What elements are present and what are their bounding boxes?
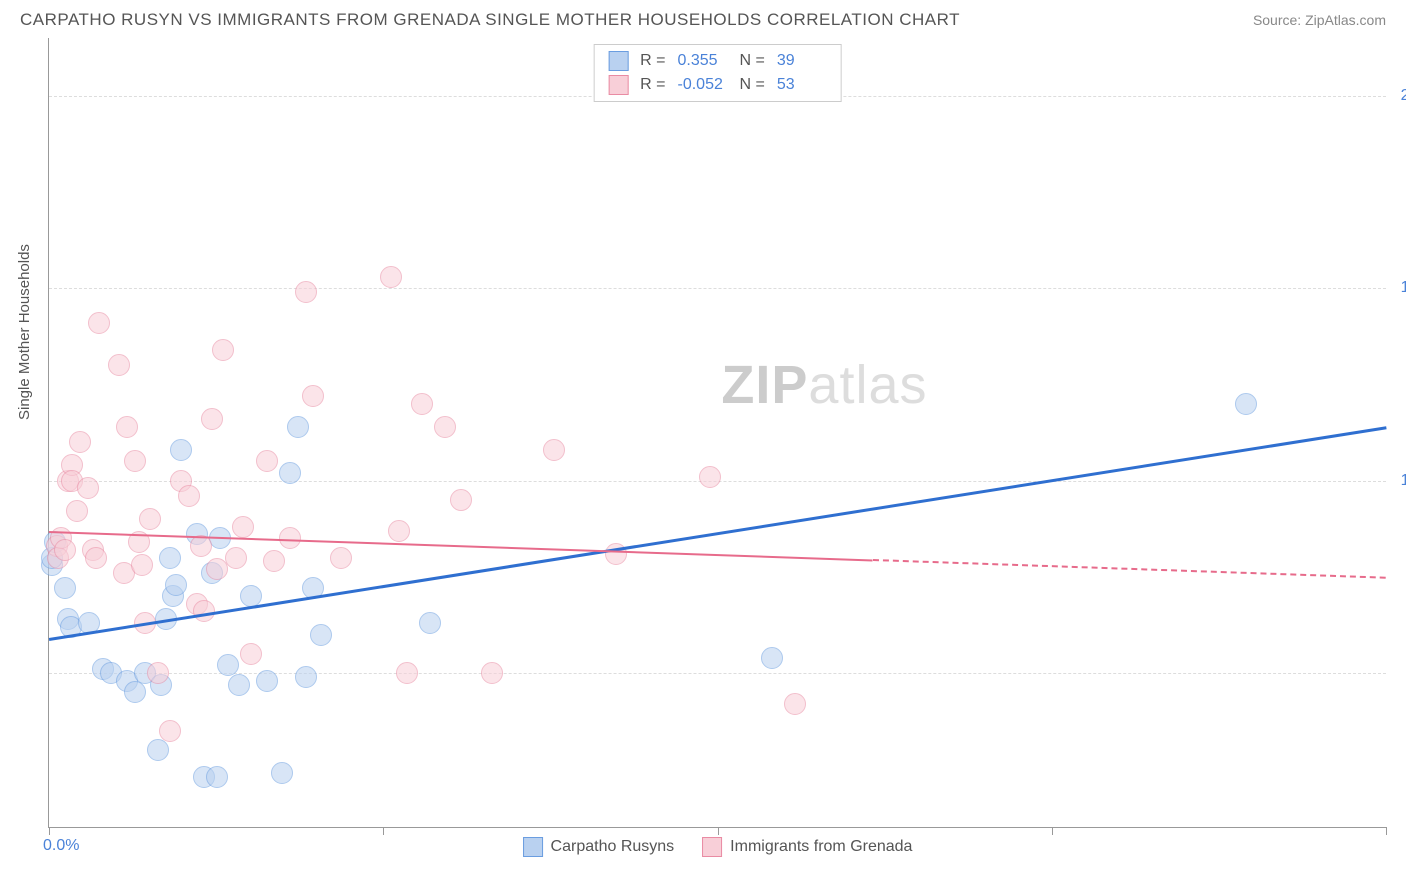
scatter-point [388, 520, 410, 542]
stats-legend-box: R = 0.355 N = 39 R = -0.052 N = 53 [593, 44, 842, 102]
scatter-point [380, 266, 402, 288]
x-tick [1052, 827, 1053, 835]
scatter-point [481, 662, 503, 684]
scatter-point [165, 574, 187, 596]
x-tick [718, 827, 719, 835]
scatter-point [147, 662, 169, 684]
stat-r-value-1: 0.355 [678, 49, 728, 73]
scatter-point [232, 516, 254, 538]
scatter-point [310, 624, 332, 646]
trend-line [873, 559, 1386, 579]
scatter-point [396, 662, 418, 684]
scatter-point [279, 462, 301, 484]
scatter-point [85, 547, 107, 569]
scatter-point [124, 450, 146, 472]
scatter-point [699, 466, 721, 488]
scatter-point [419, 612, 441, 634]
scatter-point [330, 547, 352, 569]
gridline [49, 673, 1386, 674]
scatter-point [411, 393, 433, 415]
scatter-point [88, 312, 110, 334]
scatter-point [77, 477, 99, 499]
scatter-point [543, 439, 565, 461]
legend-swatch-1 [523, 837, 543, 857]
x-tick [1386, 827, 1387, 835]
scatter-point [159, 547, 181, 569]
stat-r-label: R = [640, 73, 665, 97]
scatter-point [206, 766, 228, 788]
chart-title: CARPATHO RUSYN VS IMMIGRANTS FROM GRENAD… [20, 10, 960, 30]
scatter-point [54, 539, 76, 561]
scatter-point [159, 720, 181, 742]
scatter-point [108, 354, 130, 376]
scatter-point [66, 500, 88, 522]
scatter-point [295, 281, 317, 303]
legend-label-2: Immigrants from Grenada [730, 838, 912, 856]
stat-r-label: R = [640, 49, 665, 73]
stats-row-series-1: R = 0.355 N = 39 [608, 49, 827, 73]
scatter-point [263, 550, 285, 572]
chart-area: 5.0%10.0%15.0%20.0% ZIPatlas R = 0.355 N… [48, 38, 1386, 828]
scatter-point [784, 693, 806, 715]
scatter-point [1235, 393, 1257, 415]
swatch-series-1 [608, 51, 628, 71]
scatter-point [302, 385, 324, 407]
gridline [49, 288, 1386, 289]
scatter-point [124, 681, 146, 703]
stat-n-value-1: 39 [777, 49, 827, 73]
x-tick [49, 827, 50, 835]
scatter-point [240, 643, 262, 665]
scatter-point [178, 485, 200, 507]
y-tick-label: 20.0% [1401, 87, 1406, 105]
scatter-point [450, 489, 472, 511]
scatter-point [228, 674, 250, 696]
x-tick-left: 0.0% [43, 837, 79, 855]
swatch-series-2 [608, 75, 628, 95]
scatter-point [201, 408, 223, 430]
legend-item-1: Carpatho Rusyns [523, 837, 675, 857]
scatter-point [147, 739, 169, 761]
scatter-point [256, 670, 278, 692]
y-tick-label: 10.0% [1401, 472, 1406, 490]
scatter-point [131, 554, 153, 576]
scatter-point [434, 416, 456, 438]
scatter-point [69, 431, 91, 453]
scatter-point [761, 647, 783, 669]
legend-label-1: Carpatho Rusyns [551, 838, 675, 856]
scatter-point [287, 416, 309, 438]
stat-n-label: N = [740, 49, 765, 73]
stat-n-value-2: 53 [777, 73, 827, 97]
scatter-point [54, 577, 76, 599]
y-axis-label: Single Mother Households [16, 244, 33, 420]
stat-r-value-2: -0.052 [678, 73, 728, 97]
x-tick [383, 827, 384, 835]
scatter-point [256, 450, 278, 472]
scatter-point [225, 547, 247, 569]
bottom-legend: Carpatho Rusyns Immigrants from Grenada [523, 837, 913, 857]
chart-source: Source: ZipAtlas.com [1253, 12, 1386, 28]
y-tick-label: 15.0% [1401, 279, 1406, 297]
scatter-point [295, 666, 317, 688]
scatter-point [212, 339, 234, 361]
legend-item-2: Immigrants from Grenada [702, 837, 912, 857]
stats-row-series-2: R = -0.052 N = 53 [608, 73, 827, 97]
scatter-point [271, 762, 293, 784]
scatter-point [170, 439, 192, 461]
stat-n-label: N = [740, 73, 765, 97]
scatter-point [116, 416, 138, 438]
scatter-point [139, 508, 161, 530]
legend-swatch-2 [702, 837, 722, 857]
